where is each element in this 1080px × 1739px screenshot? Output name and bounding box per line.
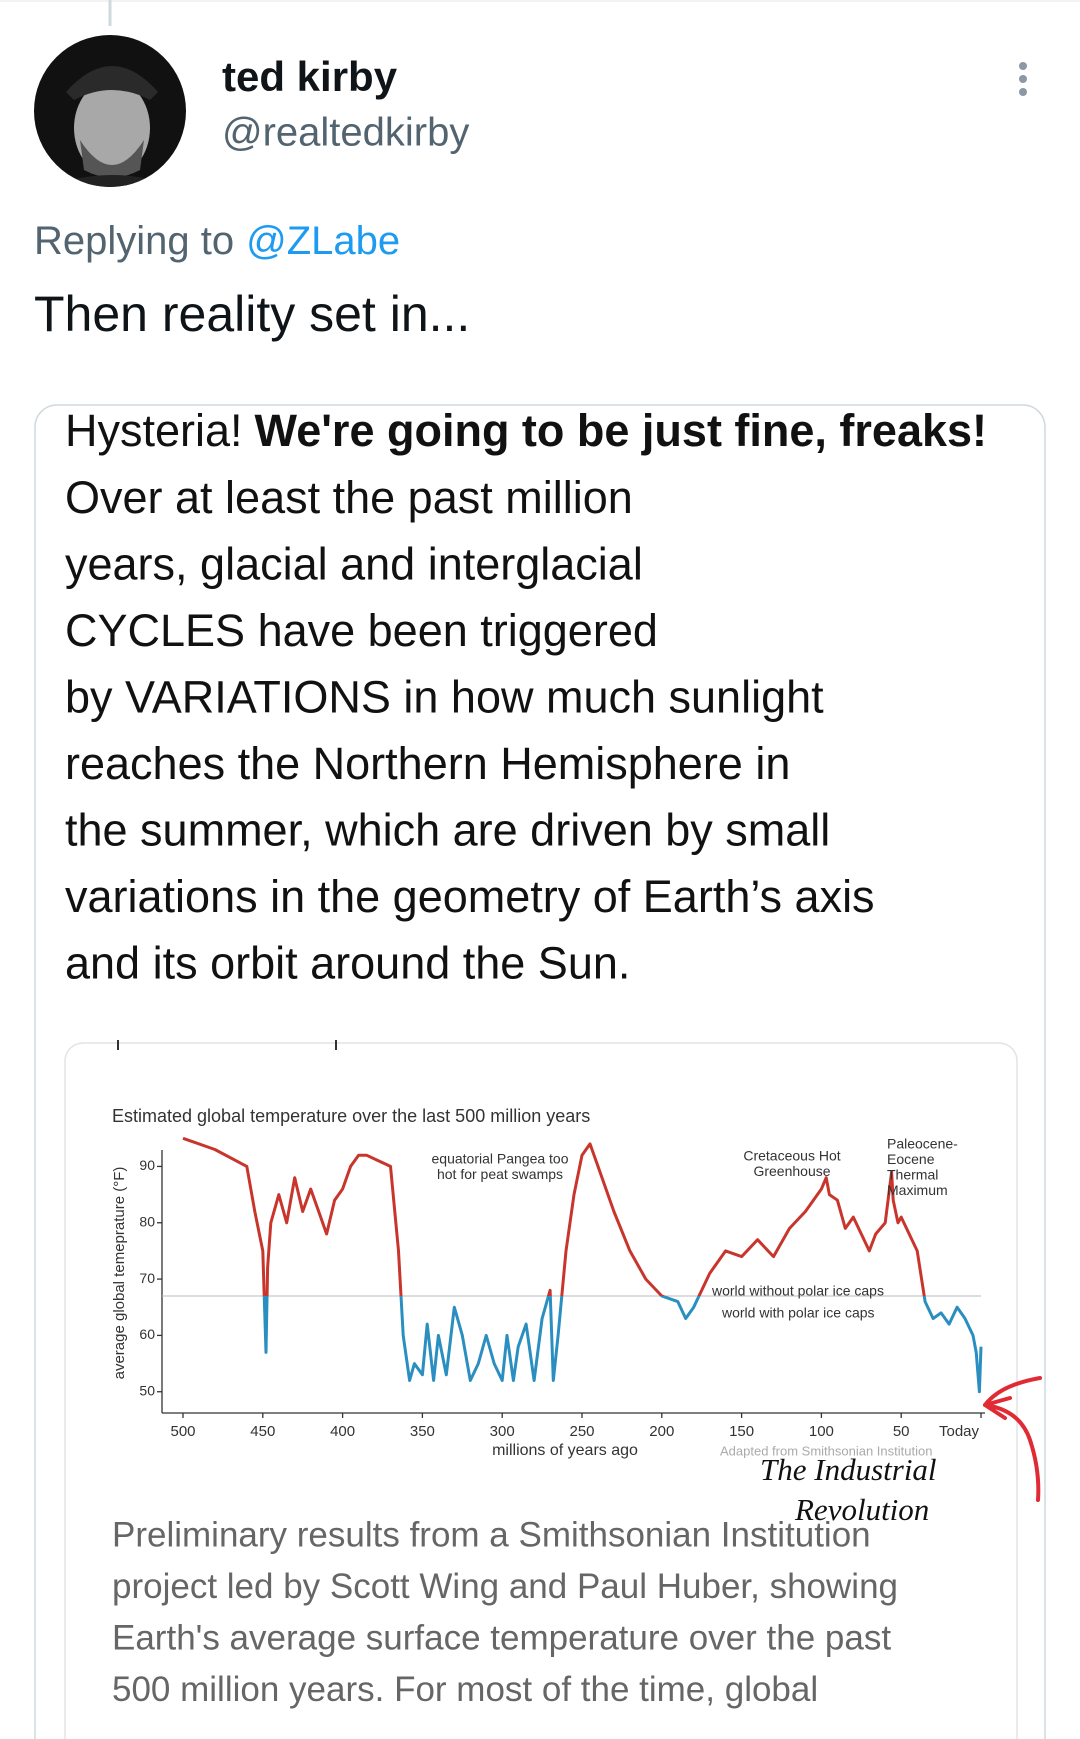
quote-line: and its orbit around the Sun. [65, 937, 630, 988]
quote-first-line: Hysteria! We're going to be just fine, fr… [65, 405, 987, 456]
annotation: Thermal [887, 1167, 938, 1183]
replying-line: Replying to @ZLabe [34, 219, 400, 263]
quote-card[interactable] [34, 404, 1046, 1739]
x-tick-label: 150 [729, 1423, 754, 1440]
x-tick-label: Today [939, 1423, 980, 1440]
x-tick-label: 300 [490, 1423, 515, 1440]
handwritten-arrow [983, 1376, 1042, 1502]
quote-line: Over at least the past million [65, 472, 633, 523]
avatar[interactable] [34, 35, 186, 190]
x-tick-label: 400 [330, 1423, 355, 1440]
x-tick-label: 500 [170, 1423, 195, 1440]
x-tick-label: 350 [410, 1423, 435, 1440]
chart-image [64, 1042, 1018, 1739]
caption-line: project led by Scott Wing and Paul Huber… [112, 1567, 898, 1606]
annotation: Paleocene- [887, 1136, 958, 1152]
chart-title: Estimated global temperature over the la… [112, 1106, 590, 1126]
replying-prefix: Replying to [34, 219, 234, 263]
y-axis-label: average global temeprature (°F) [111, 1167, 128, 1380]
x-tick-label: 450 [250, 1423, 275, 1440]
annotation: Cretaceous Hot [743, 1148, 840, 1164]
quote-bold: We're going to be just fine, freaks! [255, 405, 987, 456]
annotation: world without polar ice caps [711, 1283, 884, 1299]
y-tick-label: 80 [139, 1213, 155, 1229]
annotation: hot for peat swamps [437, 1166, 563, 1182]
caption-line: Earth's average surface temperature over… [112, 1618, 891, 1657]
x-tick-label: 100 [809, 1423, 834, 1440]
y-tick-label: 50 [139, 1382, 155, 1398]
x-tick-label: 200 [649, 1423, 674, 1440]
annotation: Eocene [887, 1151, 935, 1167]
y-tick-label: 70 [139, 1270, 155, 1286]
user-handle[interactable]: @realtedkirby [222, 111, 469, 155]
more-menu[interactable] [1019, 62, 1027, 96]
x-tick-label: 50 [893, 1423, 910, 1440]
y-tick-label: 90 [139, 1157, 155, 1173]
annotation: Maximum [887, 1182, 948, 1198]
quote-line: the summer, which are driven by small [65, 804, 830, 855]
quote-line: years, glacial and interglacial [65, 538, 643, 589]
reply-mention[interactable]: @ZLabe [246, 219, 400, 263]
quote-plain: Hysteria! [65, 405, 243, 456]
caption-line: 500 million years. For most of the time,… [112, 1670, 818, 1709]
handwritten-note: Revolution [794, 1492, 929, 1527]
quote-line: CYCLES have been triggered [65, 605, 658, 656]
user-name[interactable]: ted kirby [222, 53, 398, 100]
quote-line: by VARIATIONS in how much sunlight [65, 671, 824, 722]
annotation: Greenhouse [753, 1163, 830, 1179]
caption-line: Preliminary results from a Smithsonian I… [112, 1515, 871, 1554]
annotation: world with polar ice caps [721, 1305, 875, 1321]
x-tick-label: 250 [569, 1423, 594, 1440]
annotation: equatorial Pangea too [432, 1151, 569, 1167]
handwritten-note: The Industrial [760, 1452, 937, 1487]
quote-line: variations in the geometry of Earth’s ax… [65, 871, 875, 922]
quote-line: reaches the Northern Hemisphere in [65, 738, 790, 789]
source-note: Adapted from Smithsonian Institution [720, 1443, 932, 1458]
tweet-text: Then reality set in... [34, 286, 470, 342]
x-axis-label: millions of years ago [492, 1442, 638, 1459]
y-tick-label: 60 [139, 1326, 155, 1342]
temperature-line [182, 1136, 983, 1394]
